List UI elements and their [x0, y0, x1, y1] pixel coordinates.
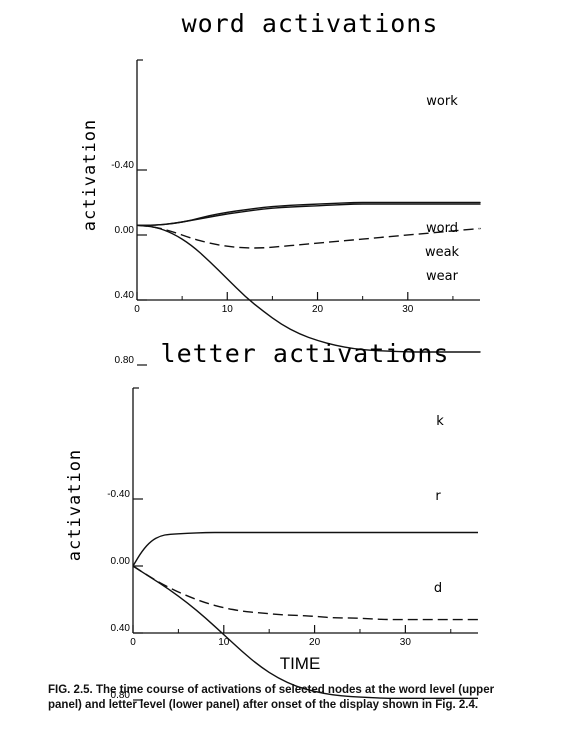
panel-1-ytick-label: -0.40 — [111, 160, 134, 171]
panel-2-ytick-label: 0.00 — [111, 556, 131, 567]
panel-2-ytick-label: 0.80 — [111, 690, 131, 701]
panel-1-series-label-work: work — [426, 94, 458, 109]
panel-1-series-label-weak: weak — [425, 245, 460, 260]
panel-1-ytick-label: 0.80 — [115, 355, 135, 366]
panel-1-ytick-label: 0.00 — [115, 225, 135, 236]
panel-2-ytick-label: -0.40 — [107, 489, 130, 500]
panel-2-xtick-label: 10 — [218, 637, 230, 648]
panel-1-ylabel: activation — [80, 119, 100, 231]
panel-1-xtick-label: 30 — [402, 304, 414, 315]
figure-caption: FIG. 2.5. The time course of activations… — [48, 683, 518, 713]
panel-1-ytick-label: 0.40 — [115, 290, 135, 301]
panel-1-series-wear — [137, 201, 481, 226]
panel-2-xtick-label: 0 — [130, 637, 136, 648]
panel-1-series-word — [136, 224, 481, 249]
panel-2-ytick-label: 0.40 — [111, 623, 131, 634]
panel-1-xtick-label: 20 — [312, 304, 324, 315]
panel-2-series-d — [132, 531, 478, 567]
panel-2-xtick-label: 30 — [400, 637, 412, 648]
panel-1-series-label-wear: wear — [426, 269, 459, 284]
panel-2-series-label-k: k — [436, 414, 444, 429]
panel-2-ylabel: activation — [65, 449, 85, 561]
panel-1-xtick-label: 0 — [134, 304, 140, 315]
panel-2-series-r — [132, 565, 478, 621]
panel-2-series-label-r: r — [435, 489, 441, 504]
panel-2-title: letter activations — [161, 339, 450, 368]
caption-text: The time course of activations of select… — [48, 684, 495, 711]
panel-2-series-k — [132, 565, 478, 699]
panel-1-xtick-label: 10 — [222, 304, 234, 315]
caption-label: FIG. 2.5. — [48, 684, 93, 696]
panel-2-xlabel: TIME — [280, 654, 321, 673]
panel-2-series-label-d: d — [434, 581, 442, 596]
panel-1-title: word activations — [182, 9, 439, 38]
panel-2-xtick-label: 20 — [309, 637, 321, 648]
panel-1-series-work — [136, 224, 481, 353]
panel-1-series-label-word: word — [426, 221, 458, 236]
